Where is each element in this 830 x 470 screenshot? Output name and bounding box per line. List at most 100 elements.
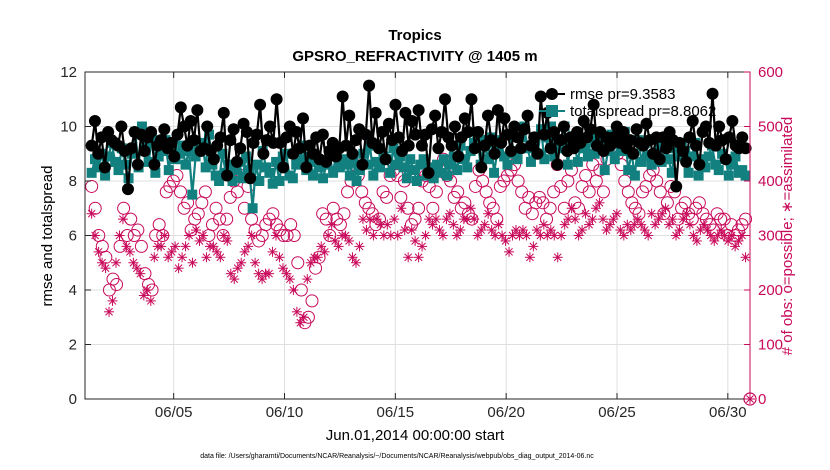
rmse-marker (723, 131, 736, 144)
obs-possible-marker (337, 207, 351, 221)
rmse-marker (501, 128, 514, 141)
totalspread-marker (512, 154, 523, 165)
totalspread-marker (693, 170, 704, 181)
obs-assimilated-marker (444, 208, 455, 219)
rmse-marker (577, 115, 590, 128)
rmse-marker (713, 120, 726, 133)
obs-assimilated-marker (246, 230, 257, 241)
rmse-marker (680, 155, 693, 168)
rmse-marker (343, 109, 356, 122)
obs-assimilated-marker (437, 230, 448, 241)
totalspread-marker (405, 154, 416, 165)
totalspread-marker (663, 154, 674, 165)
rmse-marker (339, 139, 352, 152)
obs-assimilated-marker (493, 219, 504, 230)
obs-assimilated-marker (295, 317, 306, 328)
rmse-marker (85, 139, 98, 152)
totalspread-marker (572, 156, 583, 167)
totalspread-marker (629, 170, 640, 181)
totalspread-marker (354, 165, 365, 176)
totalspread-marker (700, 162, 711, 173)
obs-assimilated-marker (298, 312, 309, 323)
totalspread-marker (328, 167, 339, 178)
obs-assimilated-marker (340, 230, 351, 241)
x-tick-label: 06/10 (266, 404, 304, 421)
obs-assimilated-marker (131, 263, 142, 274)
chart-title: Tropics (388, 27, 441, 44)
rmse-marker (336, 90, 349, 103)
obs-possible-marker (88, 201, 102, 215)
rmse-marker (623, 134, 636, 147)
obs-assimilated-marker (636, 219, 647, 230)
totalspread-marker (408, 165, 419, 176)
totalspread-marker (428, 173, 439, 184)
obs-assimilated-marker (121, 241, 132, 252)
totalspread-marker (539, 154, 550, 165)
totalspread-marker (368, 170, 379, 181)
rmse-marker (521, 109, 534, 122)
obs-assimilated-marker (166, 246, 177, 257)
totalspread-marker (287, 173, 298, 184)
data-file-footer: data file: /Users/gharamti/Documents/NCA… (200, 453, 594, 460)
totalspread-marker (307, 170, 318, 181)
totalspread-marker (180, 159, 191, 170)
totalspread-marker (525, 156, 536, 167)
obs-assimilated-marker (730, 241, 741, 252)
totalspread-marker (670, 143, 681, 154)
rmse-marker (115, 120, 128, 133)
x-axis-ticks: 06/05 06/10 06/15 06/20 06/25 06/30 (155, 72, 747, 421)
totalspread-marker (730, 151, 741, 162)
totalspread-marker (609, 154, 620, 165)
obs-possible-marker (131, 223, 145, 237)
obs-assimilated-marker (232, 263, 243, 274)
obs-assimilated-marker (705, 230, 716, 241)
rmse-marker (277, 161, 290, 174)
rmse-marker (155, 134, 168, 147)
obs-assimilated-marker (455, 225, 466, 236)
rmse-marker (402, 139, 415, 152)
rmse-marker (432, 142, 445, 155)
rmse-marker (379, 153, 392, 166)
obs-assimilated-marker (316, 241, 327, 252)
rmse-marker (240, 125, 253, 138)
obs-assimilated-marker (420, 230, 431, 241)
rmse-marker (372, 142, 385, 155)
obs-assimilated-marker (476, 225, 487, 236)
totalspread-marker (686, 151, 697, 162)
totalspread-marker (341, 159, 352, 170)
rmse-marker (263, 120, 276, 133)
rmse-marker (98, 161, 111, 174)
rmse-marker (422, 166, 435, 179)
rmse-marker (653, 153, 666, 166)
x-axis-label: Jun.01,2014 00:00:00 start (326, 427, 505, 444)
x-tick-label: 06/05 (155, 404, 193, 421)
totalspread-marker (163, 165, 174, 176)
totalspread-marker (338, 154, 349, 165)
rmse-marker (640, 117, 653, 130)
y-axis-left-ticks: 0 2 4 6 8 10 12 (60, 64, 91, 408)
obs-assimilated-marker (333, 241, 344, 252)
y-right-tick-label: 300 (758, 228, 783, 245)
obs-assimilated-marker (681, 208, 692, 219)
obs-assimilated-marker (86, 208, 97, 219)
totalspread-marker (683, 167, 694, 178)
totalspread-marker (710, 159, 721, 170)
obs-assimilated-marker (677, 214, 688, 225)
obs-assimilated-marker (187, 257, 198, 268)
obs-assimilated-marker (382, 219, 393, 230)
obs-assimilated-marker (114, 230, 125, 241)
obs-assimilated-marker (312, 252, 323, 263)
rmse-marker (250, 128, 263, 141)
rmse-marker (214, 131, 227, 144)
obs-assimilated-marker (277, 263, 288, 274)
obs-assimilated-marker (330, 235, 341, 246)
obs-possible-marker (85, 179, 99, 193)
rmse-marker (121, 183, 134, 196)
obs-assimilated-marker (702, 225, 713, 236)
totalspread-marker (348, 156, 359, 167)
rmse-marker (254, 98, 267, 111)
rmse-marker (693, 158, 706, 171)
y-right-tick-label: 600 (758, 64, 783, 81)
rmse-marker (234, 142, 247, 155)
obs-assimilated-marker (483, 208, 494, 219)
